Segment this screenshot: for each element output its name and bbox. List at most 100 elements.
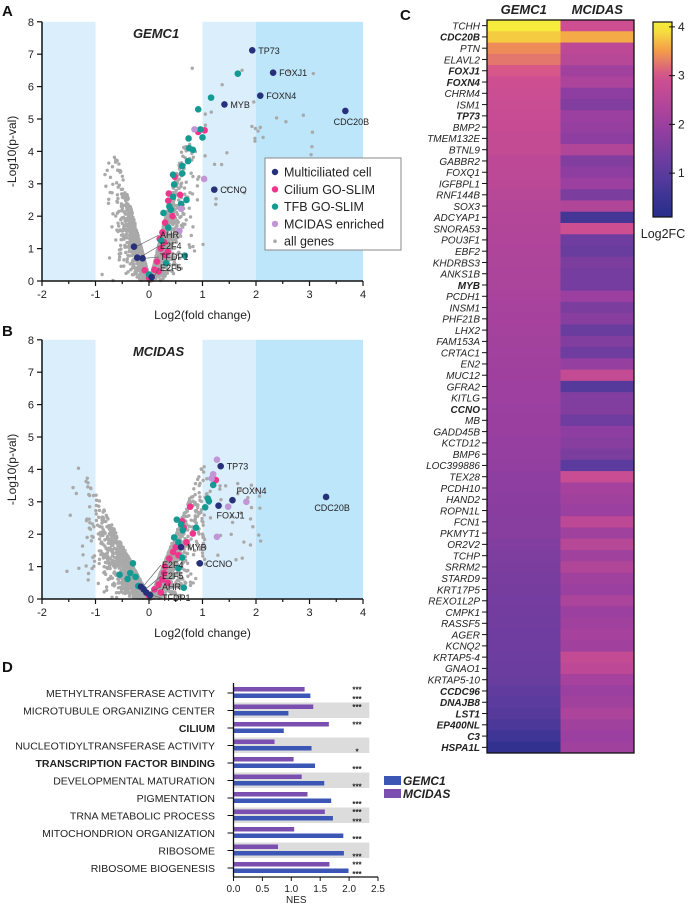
all-genes-point bbox=[113, 562, 117, 567]
x-tick-label: -2 bbox=[37, 289, 47, 301]
heatmap-row-label: LST1 bbox=[456, 709, 481, 720]
all-genes-point bbox=[118, 168, 122, 173]
all-genes-point bbox=[91, 493, 96, 498]
tfb-point bbox=[183, 196, 190, 204]
heatmap-row-label: OR2V2 bbox=[447, 540, 480, 551]
heatmap-cell bbox=[487, 290, 561, 303]
all-genes-point bbox=[170, 237, 174, 242]
all-genes-point bbox=[171, 199, 176, 203]
all-genes-point bbox=[171, 262, 176, 267]
all-genes-point bbox=[309, 153, 313, 157]
all-genes-point bbox=[193, 502, 198, 506]
tfb-point bbox=[129, 560, 137, 567]
heatmap-cell bbox=[560, 166, 635, 179]
all-genes-point bbox=[94, 498, 99, 502]
tfb-point bbox=[158, 237, 165, 244]
y-tick-label: 8 bbox=[28, 17, 34, 29]
heatmap-cell bbox=[560, 98, 635, 111]
all-genes-point bbox=[92, 559, 97, 564]
all-genes-point bbox=[135, 275, 139, 279]
cilium-point bbox=[161, 219, 169, 226]
heatmap-row-label: KCTD12 bbox=[442, 439, 481, 450]
cilium-point bbox=[155, 267, 162, 275]
heatmap-cell bbox=[487, 606, 561, 619]
tfb-point bbox=[209, 481, 217, 489]
all-genes-point bbox=[120, 187, 125, 191]
all-genes-point bbox=[250, 124, 254, 129]
heatmap-row-label: MUC12 bbox=[446, 371, 480, 382]
heatmap-cell bbox=[560, 628, 635, 641]
multiciliated-point bbox=[210, 186, 218, 193]
all-genes-point bbox=[203, 112, 208, 116]
all-genes-point bbox=[161, 276, 165, 281]
all-genes-point bbox=[155, 250, 159, 255]
all-genes-point bbox=[180, 562, 184, 566]
all-genes-point bbox=[122, 583, 127, 587]
leader-line bbox=[135, 234, 160, 247]
all-genes-point bbox=[124, 564, 128, 569]
tfb-point bbox=[178, 162, 186, 170]
all-genes-point bbox=[86, 485, 90, 489]
all-genes-point bbox=[119, 202, 124, 206]
heatmap-row-label: KHDRBS3 bbox=[433, 258, 481, 269]
all-genes-point bbox=[94, 518, 99, 523]
all-genes-point bbox=[143, 262, 148, 267]
heatmap-cell bbox=[560, 279, 635, 292]
heatmap-cell bbox=[560, 425, 635, 438]
category-label: MICROTUBULE ORGANIZING CENTER bbox=[23, 706, 215, 718]
all-genes-point bbox=[162, 594, 167, 599]
all-genes-point bbox=[202, 513, 206, 517]
heatmap-row-label: RASSF5 bbox=[441, 619, 480, 630]
cilium-point bbox=[153, 258, 161, 265]
all-genes-point bbox=[208, 516, 213, 520]
all-genes-point bbox=[122, 571, 127, 575]
heatmap-cell bbox=[560, 121, 635, 134]
colorbar-tick-label: 2 bbox=[678, 117, 685, 131]
heatmap-row-label: FCN1 bbox=[454, 518, 480, 529]
significance-gemc1: *** bbox=[352, 783, 362, 792]
all-genes-point bbox=[182, 511, 186, 515]
all-genes-point bbox=[86, 571, 91, 576]
heatmap-cell bbox=[560, 392, 635, 404]
heatmap-cell bbox=[487, 369, 561, 382]
all-genes-point bbox=[111, 212, 115, 216]
heatmap-cell bbox=[560, 110, 635, 122]
gene-label: FOXN4 bbox=[236, 486, 266, 496]
heatmap-row-label: KRTAP5-4 bbox=[433, 653, 480, 664]
all-genes-point bbox=[179, 214, 183, 219]
heatmap-cell bbox=[487, 425, 561, 438]
all-genes-point bbox=[120, 221, 124, 226]
legend-marker bbox=[273, 239, 277, 243]
all-genes-point bbox=[121, 554, 125, 558]
leader-line bbox=[144, 256, 160, 259]
all-genes-point bbox=[191, 581, 195, 585]
multiciliated-point bbox=[139, 255, 146, 262]
multiciliated-point bbox=[342, 107, 349, 115]
all-genes-point bbox=[193, 518, 197, 522]
bar-gemc1 bbox=[233, 728, 284, 733]
all-genes-point bbox=[201, 520, 205, 524]
all-genes-point bbox=[109, 526, 114, 530]
all-genes-point bbox=[128, 249, 132, 254]
tfb-point bbox=[170, 181, 178, 188]
mcidas-enriched-point bbox=[213, 533, 221, 541]
all-genes-point bbox=[187, 243, 191, 247]
all-genes-point bbox=[104, 560, 109, 565]
bar-gemc1 bbox=[233, 851, 344, 856]
heatmap-cell bbox=[560, 572, 635, 585]
heatmap-cell bbox=[487, 380, 561, 393]
all-genes-point bbox=[253, 136, 257, 140]
x-tick-label: 4 bbox=[360, 289, 366, 301]
all-genes-point bbox=[248, 543, 253, 547]
heatmap-column-header: GEMC1 bbox=[501, 2, 547, 17]
all-genes-point bbox=[88, 521, 92, 525]
heatmap-cell bbox=[487, 87, 561, 100]
all-genes-point bbox=[252, 100, 256, 104]
heatmap-row-label: BTNL9 bbox=[449, 145, 481, 156]
heatmap-row-label: LOC399886 bbox=[426, 461, 480, 472]
y-tick-label: 6 bbox=[28, 400, 34, 412]
tfb-point bbox=[170, 534, 178, 541]
all-genes-point bbox=[104, 519, 108, 524]
leader-line bbox=[142, 564, 162, 587]
heatmap-cell bbox=[560, 189, 635, 201]
